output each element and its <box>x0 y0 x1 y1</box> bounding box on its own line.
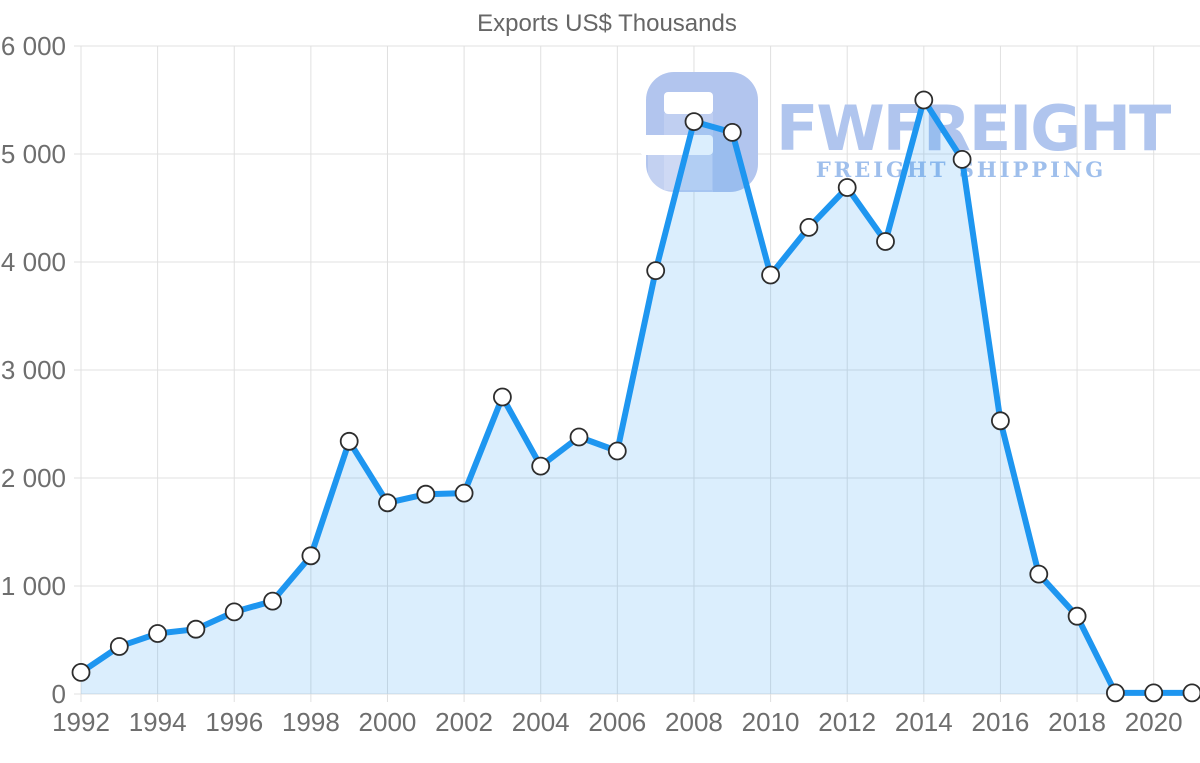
data-point-marker <box>876 232 895 251</box>
data-point-marker <box>148 624 168 643</box>
y-axis-tick-label: 3 000 <box>1 355 66 385</box>
data-point-marker <box>914 90 934 110</box>
x-axis-tick-label: 2010 <box>742 707 800 737</box>
data-point-marker <box>1067 606 1087 626</box>
series-area-fill <box>81 100 1192 694</box>
data-point-marker <box>799 217 819 237</box>
data-point-marker <box>761 265 780 285</box>
y-axis-tick-label: 5 000 <box>1 139 66 169</box>
data-point-marker <box>186 619 206 639</box>
x-axis-tick-label: 1994 <box>129 707 187 737</box>
series-markers <box>71 90 1200 703</box>
x-axis-tick-label: 2004 <box>512 707 570 737</box>
y-axis-tick-label: 0 <box>52 679 66 709</box>
data-point-marker <box>722 122 742 142</box>
brand-watermark: FWFREIGHT FREIGHT SHIPPING <box>640 72 1173 192</box>
data-point-marker <box>646 261 666 281</box>
x-axis-tick-label: 2000 <box>359 707 417 737</box>
data-point-marker <box>569 427 589 447</box>
data-point-marker <box>263 591 283 611</box>
x-axis-tick-label: 2018 <box>1048 707 1106 737</box>
x-axis-tick-label: 1992 <box>52 707 110 737</box>
y-axis-tick-label: 6 000 <box>1 31 66 61</box>
x-axis-tick-label: 1996 <box>205 707 263 737</box>
chart-title: Exports US$ Thousands <box>477 10 737 37</box>
data-point-marker <box>301 546 321 566</box>
x-axis-tick-label: 2016 <box>972 707 1030 737</box>
data-point-marker <box>224 602 244 622</box>
data-point-marker <box>339 431 359 451</box>
data-point-marker <box>952 149 972 169</box>
gridlines <box>74 45 1200 702</box>
y-axis-labels: 0 1 000 2 000 3 000 4 000 5 000 6 000 <box>1 31 66 709</box>
data-point-marker <box>454 483 474 503</box>
x-axis-tick-label: 2012 <box>818 707 876 737</box>
y-axis-tick-label: 4 000 <box>1 247 66 277</box>
data-point-marker <box>492 387 512 407</box>
data-point-marker <box>416 484 436 504</box>
data-point-marker <box>837 178 857 197</box>
x-axis-labels: 1992 1994 1996 1998 2000 2002 2004 2006 2008 2010… <box>52 707 1183 737</box>
data-point-marker <box>71 663 91 682</box>
x-axis-tick-label: 1998 <box>282 707 340 737</box>
exports-series <box>71 90 1200 703</box>
data-point-marker <box>378 493 397 513</box>
x-axis-tick-label: 2008 <box>665 707 723 737</box>
data-point-marker <box>1029 564 1049 584</box>
y-axis-tick-label: 2 000 <box>1 463 66 493</box>
y-axis-tick-label: 1 000 <box>1 571 66 601</box>
x-axis-tick-label: 2020 <box>1125 707 1183 737</box>
data-point-marker <box>991 411 1010 431</box>
data-point-marker <box>1144 683 1164 703</box>
x-axis-tick-label: 2014 <box>895 707 953 737</box>
data-point-marker <box>607 441 627 461</box>
data-point-marker <box>1182 683 1200 703</box>
x-axis-tick-label: 2002 <box>435 707 493 737</box>
data-point-marker <box>109 637 129 656</box>
brand-logo-icon <box>640 72 758 192</box>
data-point-marker <box>531 456 551 476</box>
data-point-marker <box>1106 683 1125 703</box>
x-axis-tick-label: 2006 <box>588 707 646 737</box>
brand-name-text: FWFREIGHT <box>776 92 1171 165</box>
data-point-marker <box>684 112 704 131</box>
